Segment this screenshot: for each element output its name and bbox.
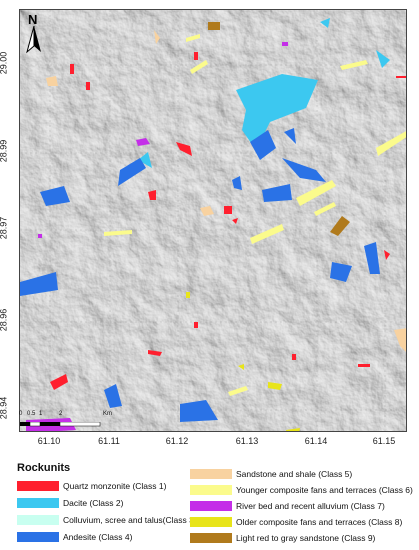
legend-swatch — [190, 516, 232, 527]
y-tick-label: 28.96 — [0, 308, 9, 332]
sandstone-shale-polygons[interactable] — [46, 30, 407, 354]
x-tick-label: 61.13 — [235, 436, 259, 446]
legend-item-class-7[interactable]: River bed and recent alluvium (Class 7) — [190, 500, 385, 511]
x-tick-label: 61.15 — [372, 436, 396, 446]
legend-swatch — [17, 514, 59, 525]
scale-tick-3: 2 — [59, 411, 63, 417]
legend-item-class-1[interactable]: Quartz monzonite (Class 1) — [17, 480, 166, 491]
y-tick-label: 28.99 — [0, 139, 9, 163]
legend-swatch — [190, 484, 232, 495]
legend-item-class-5[interactable]: Sandstone and shale (Class 5) — [190, 468, 352, 479]
legend-label: Light red to gray sandstone (Class 9) — [236, 532, 376, 543]
legend-label: Younger composite fans and terraces (Cla… — [236, 484, 413, 495]
scale-unit: Km — [103, 411, 112, 417]
andesite-polygons[interactable] — [20, 128, 380, 422]
x-tick-label: 61.11 — [98, 436, 120, 446]
y-tick-label: 29.00 — [0, 51, 9, 75]
legend-item-class-4[interactable]: Andesite (Class 4) — [17, 531, 132, 542]
legend-label: Colluvium, scree and talus(Class 3) — [63, 514, 197, 525]
legend-item-class-2[interactable]: Dacite (Class 2) — [17, 497, 123, 508]
legend-swatch — [190, 532, 232, 543]
map-frame[interactable] — [19, 9, 407, 432]
x-tick-label: 61.12 — [165, 436, 189, 446]
legend-swatch — [17, 497, 59, 508]
legend-item-class-8[interactable]: Older composite fans and terraces (Class… — [190, 516, 402, 527]
scale-tick-2: 1 — [39, 411, 43, 417]
scale-bar-graphic — [20, 422, 101, 427]
scale-bar: 0 0.5 1 2 Km — [19, 411, 112, 432]
legend-label: Sandstone and shale (Class 5) — [236, 468, 353, 479]
x-tick-label: 61.14 — [304, 436, 328, 446]
north-arrow: N — [25, 12, 43, 54]
y-tick-label: 28.94 — [0, 396, 9, 420]
younger-fans-polygons[interactable] — [104, 34, 407, 396]
legend-label: River bed and recent alluvium (Class 7) — [236, 500, 385, 511]
legend: Rockunits Quartz monzonite (Class 1) Dac… — [17, 462, 417, 548]
dacite-polygons[interactable] — [138, 18, 390, 168]
y-tick-label: 28.97 — [0, 216, 9, 240]
hillshade-texture — [20, 10, 406, 431]
legend-label: Older composite fans and terraces (Class… — [236, 516, 403, 527]
north-arrow-icon — [26, 26, 41, 54]
legend-item-class-3[interactable]: Colluvium, scree and talus(Class 3) — [17, 514, 197, 525]
legend-label: Quartz monzonite (Class 1) — [63, 480, 167, 491]
north-label: N — [28, 12, 38, 27]
x-tick-label: 61.10 — [37, 436, 61, 446]
quartz-monzonite-polygons[interactable] — [50, 52, 406, 390]
legend-label: Dacite (Class 2) — [63, 497, 124, 508]
older-fans-polygons[interactable] — [186, 292, 302, 432]
legend-swatch — [190, 468, 232, 479]
legend-item-class-9[interactable]: Light red to gray sandstone (Class 9) — [190, 532, 375, 543]
legend-item-class-6[interactable]: Younger composite fans and terraces (Cla… — [190, 484, 413, 495]
map-canvas — [20, 10, 407, 432]
legend-label: Andesite (Class 4) — [63, 531, 133, 542]
light-red-sandstone-polygons[interactable] — [208, 22, 350, 236]
legend-title: Rockunits — [17, 462, 71, 474]
legend-swatch — [17, 480, 59, 491]
scale-tick-0: 0 — [19, 411, 23, 417]
scale-tick-1: 0.5 — [27, 411, 36, 417]
legend-swatch — [190, 500, 232, 511]
legend-swatch — [17, 531, 59, 542]
